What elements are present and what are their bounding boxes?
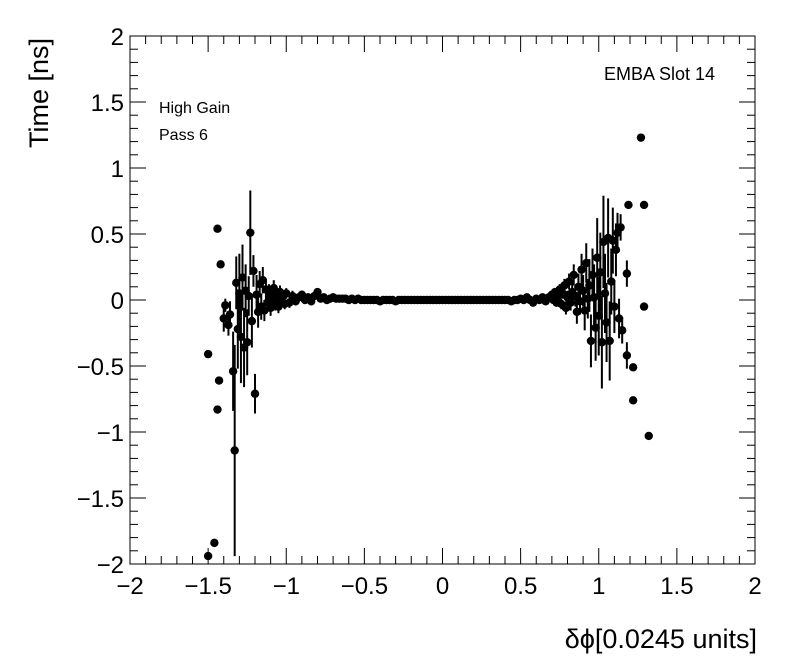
y-tick-label: 0	[111, 288, 124, 315]
y-axis-title: Time [ns]	[24, 38, 54, 148]
data-point	[221, 301, 230, 310]
data-point	[269, 283, 278, 293]
data-point	[605, 336, 614, 346]
data-point	[616, 223, 625, 232]
data-point	[214, 376, 224, 385]
x-tick-label: 1	[592, 573, 605, 600]
data-point	[622, 269, 632, 278]
data-point	[564, 277, 574, 286]
x-tick-label: 1.5	[660, 573, 693, 600]
data-point	[228, 367, 238, 376]
data-point	[572, 307, 582, 317]
gain-label: High Gain	[159, 100, 230, 117]
data-point	[639, 302, 649, 311]
x-tick-label: −0.5	[341, 573, 388, 600]
data-point	[611, 245, 621, 255]
data-point	[585, 281, 594, 290]
y-tick-labels: −2 −1.5 −1 −0.5 0 0.5 1 1.5 2	[77, 24, 124, 579]
data-point	[224, 320, 233, 330]
data-point	[313, 287, 322, 297]
data-point	[592, 253, 602, 262]
data-point	[639, 200, 649, 210]
y-tick-label: 0.5	[91, 222, 124, 249]
data-point	[624, 200, 633, 210]
data-point	[610, 302, 619, 311]
data-point	[628, 363, 638, 372]
data-point	[622, 351, 632, 360]
y-tick-label: −1	[97, 420, 124, 447]
data-point	[285, 298, 294, 307]
data-point	[594, 311, 603, 321]
data-point	[600, 289, 610, 298]
x-tick-label: 2	[748, 573, 761, 600]
x-tick-label: −1.5	[184, 573, 231, 600]
data-point	[249, 266, 258, 276]
data-point	[213, 405, 222, 414]
data-point	[617, 326, 627, 335]
axis-ticks	[129, 35, 756, 565]
data-point	[580, 306, 589, 315]
data-point	[614, 314, 624, 323]
y-tick-label: −1.5	[77, 486, 124, 513]
y-tick-label: −2	[97, 552, 124, 579]
data-point	[203, 349, 213, 359]
y-tick-label: 1	[111, 156, 124, 183]
x-tick-label: 0.5	[504, 573, 537, 600]
data-marks	[203, 133, 653, 561]
data-point	[582, 258, 591, 268]
data-point	[577, 265, 586, 274]
data-point	[213, 224, 222, 233]
data-point	[244, 291, 253, 301]
x-axis-title: δϕ[0.0245 units]	[565, 624, 757, 654]
pass-label: Pass 6	[159, 127, 208, 144]
data-point	[602, 318, 611, 327]
slot-label: EMBA Slot 14	[604, 64, 715, 84]
data-point	[246, 228, 255, 237]
data-point	[588, 270, 597, 280]
x-tick-label: −1	[273, 573, 300, 600]
data-point	[210, 538, 219, 548]
y-tick-label: 2	[111, 24, 124, 51]
data-point	[591, 323, 600, 332]
x-tick-label: −2	[116, 573, 143, 600]
data-point	[636, 133, 646, 142]
data-point	[258, 276, 268, 285]
data-point	[232, 278, 241, 288]
data-point	[225, 310, 235, 319]
data-point	[596, 268, 605, 277]
data-point	[242, 338, 252, 347]
y-tick-label: 1.5	[91, 90, 124, 117]
x-tick-labels: −2 −1.5 −1 −0.5 0 0.5 1 1.5 2	[116, 573, 761, 600]
data-point	[230, 446, 239, 455]
data-point	[628, 396, 638, 405]
data-point	[597, 338, 607, 347]
data-point	[236, 332, 246, 342]
data-point	[219, 314, 228, 323]
data-point	[250, 389, 260, 398]
data-point	[569, 270, 578, 280]
data-point	[216, 260, 225, 269]
data-point	[575, 297, 585, 306]
data-point	[586, 336, 596, 346]
y-tick-label: −0.5	[77, 354, 124, 381]
data-point	[644, 431, 653, 441]
data-point	[238, 273, 247, 282]
data-point	[247, 316, 257, 326]
x-tick-label: 0	[436, 573, 449, 600]
data-point	[608, 236, 618, 245]
data-point	[607, 277, 616, 286]
